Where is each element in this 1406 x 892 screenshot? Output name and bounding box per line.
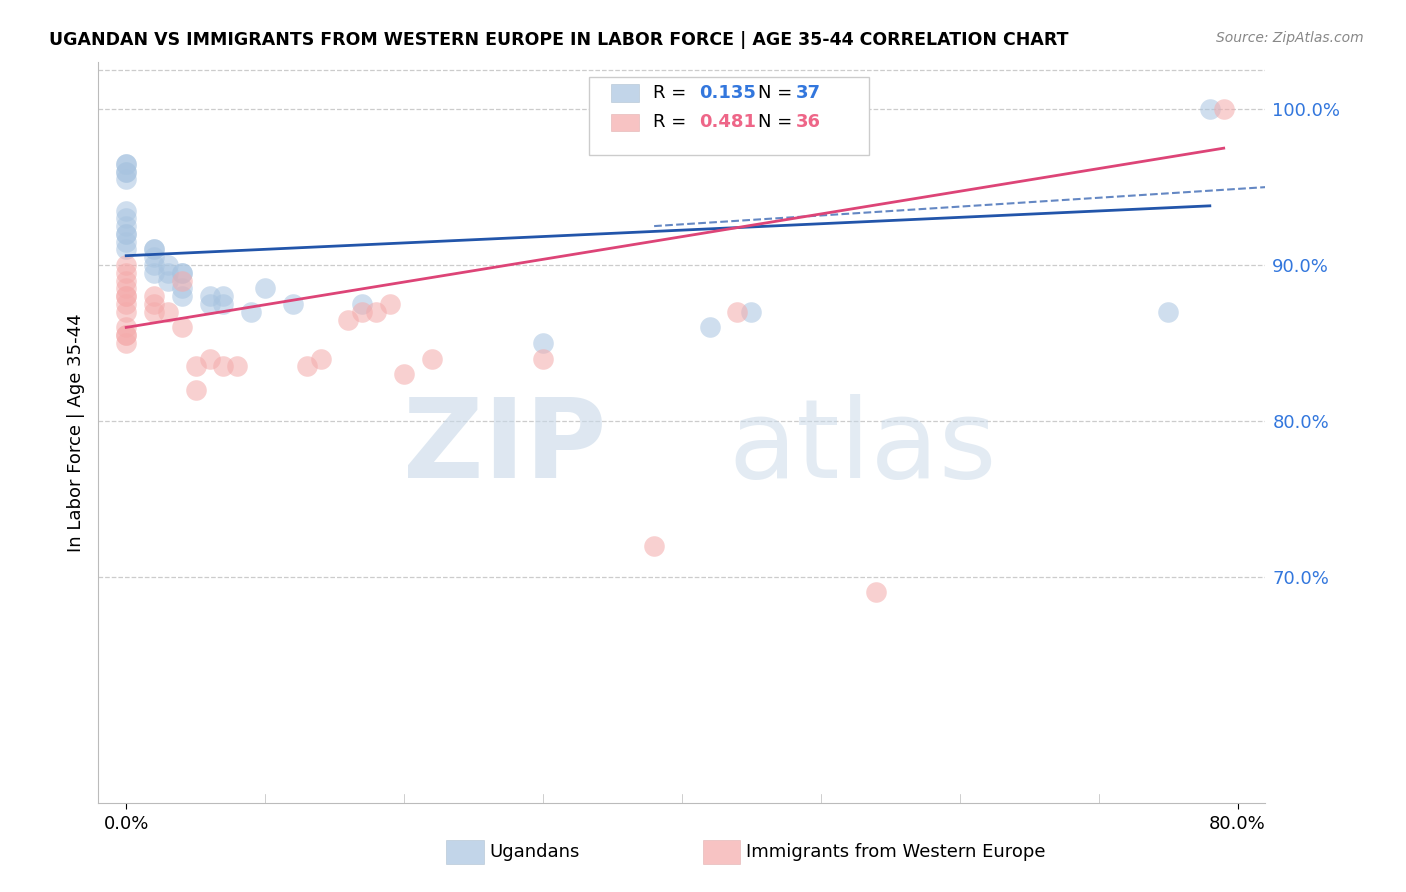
Point: [254, 281, 277, 295]
Point: [170, 274, 193, 288]
Point: [115, 320, 138, 334]
Point: [170, 281, 193, 295]
Point: [198, 351, 221, 366]
Point: [143, 297, 166, 311]
FancyBboxPatch shape: [446, 840, 484, 863]
Text: N =: N =: [758, 113, 797, 131]
Point: [143, 289, 166, 303]
Point: [184, 383, 207, 397]
FancyBboxPatch shape: [610, 113, 638, 131]
Point: [352, 305, 374, 319]
Point: [115, 157, 138, 171]
Point: [115, 289, 138, 303]
Text: R =: R =: [652, 84, 692, 102]
Point: [170, 266, 193, 280]
Point: [212, 297, 235, 311]
Point: [337, 312, 360, 326]
Point: [143, 243, 166, 257]
Text: 37: 37: [796, 84, 821, 102]
Point: [865, 585, 887, 599]
Point: [115, 274, 138, 288]
Point: [115, 227, 138, 241]
Point: [143, 258, 166, 272]
Point: [212, 289, 235, 303]
Point: [1198, 102, 1220, 116]
Point: [212, 359, 235, 374]
Point: [281, 297, 304, 311]
Point: [115, 164, 138, 178]
FancyBboxPatch shape: [589, 78, 869, 155]
Point: [740, 305, 762, 319]
Point: [115, 305, 138, 319]
Point: [115, 219, 138, 233]
Text: Ugandans: Ugandans: [489, 843, 579, 861]
Text: ZIP: ZIP: [402, 394, 606, 501]
Point: [115, 297, 138, 311]
Point: [156, 266, 179, 280]
Text: UGANDAN VS IMMIGRANTS FROM WESTERN EUROPE IN LABOR FORCE | AGE 35-44 CORRELATION: UGANDAN VS IMMIGRANTS FROM WESTERN EUROP…: [49, 31, 1069, 49]
Y-axis label: In Labor Force | Age 35-44: In Labor Force | Age 35-44: [66, 313, 84, 552]
Point: [115, 328, 138, 343]
Text: 0.135: 0.135: [699, 84, 756, 102]
Text: 36: 36: [796, 113, 821, 131]
Point: [170, 266, 193, 280]
Point: [352, 297, 374, 311]
Point: [531, 351, 554, 366]
Point: [156, 305, 179, 319]
Point: [115, 172, 138, 186]
Point: [115, 157, 138, 171]
Text: Source: ZipAtlas.com: Source: ZipAtlas.com: [1216, 31, 1364, 45]
Point: [170, 289, 193, 303]
Point: [115, 336, 138, 351]
Point: [115, 227, 138, 241]
Point: [226, 359, 249, 374]
Point: [115, 266, 138, 280]
Point: [420, 351, 443, 366]
Point: [143, 266, 166, 280]
Point: [727, 305, 749, 319]
Point: [198, 297, 221, 311]
Point: [143, 305, 166, 319]
Point: [143, 250, 166, 264]
Point: [156, 258, 179, 272]
Point: [170, 320, 193, 334]
Point: [240, 305, 263, 319]
Point: [115, 258, 138, 272]
Point: [643, 539, 665, 553]
Point: [156, 274, 179, 288]
Text: R =: R =: [652, 113, 692, 131]
Point: [115, 243, 138, 257]
Text: N =: N =: [758, 84, 797, 102]
Point: [184, 359, 207, 374]
Point: [295, 359, 318, 374]
Point: [1157, 305, 1180, 319]
Point: [198, 289, 221, 303]
Point: [115, 328, 138, 343]
Text: 0.481: 0.481: [699, 113, 756, 131]
Point: [115, 281, 138, 295]
Point: [143, 243, 166, 257]
Point: [1212, 102, 1234, 116]
Text: Immigrants from Western Europe: Immigrants from Western Europe: [747, 843, 1046, 861]
FancyBboxPatch shape: [610, 84, 638, 102]
FancyBboxPatch shape: [703, 840, 741, 863]
Point: [380, 297, 402, 311]
Point: [531, 336, 554, 351]
Point: [115, 289, 138, 303]
Point: [115, 203, 138, 218]
Point: [115, 164, 138, 178]
Point: [392, 367, 415, 381]
Point: [366, 305, 388, 319]
Point: [309, 351, 332, 366]
Point: [115, 235, 138, 249]
Point: [699, 320, 721, 334]
Point: [115, 211, 138, 226]
Text: atlas: atlas: [728, 394, 997, 501]
